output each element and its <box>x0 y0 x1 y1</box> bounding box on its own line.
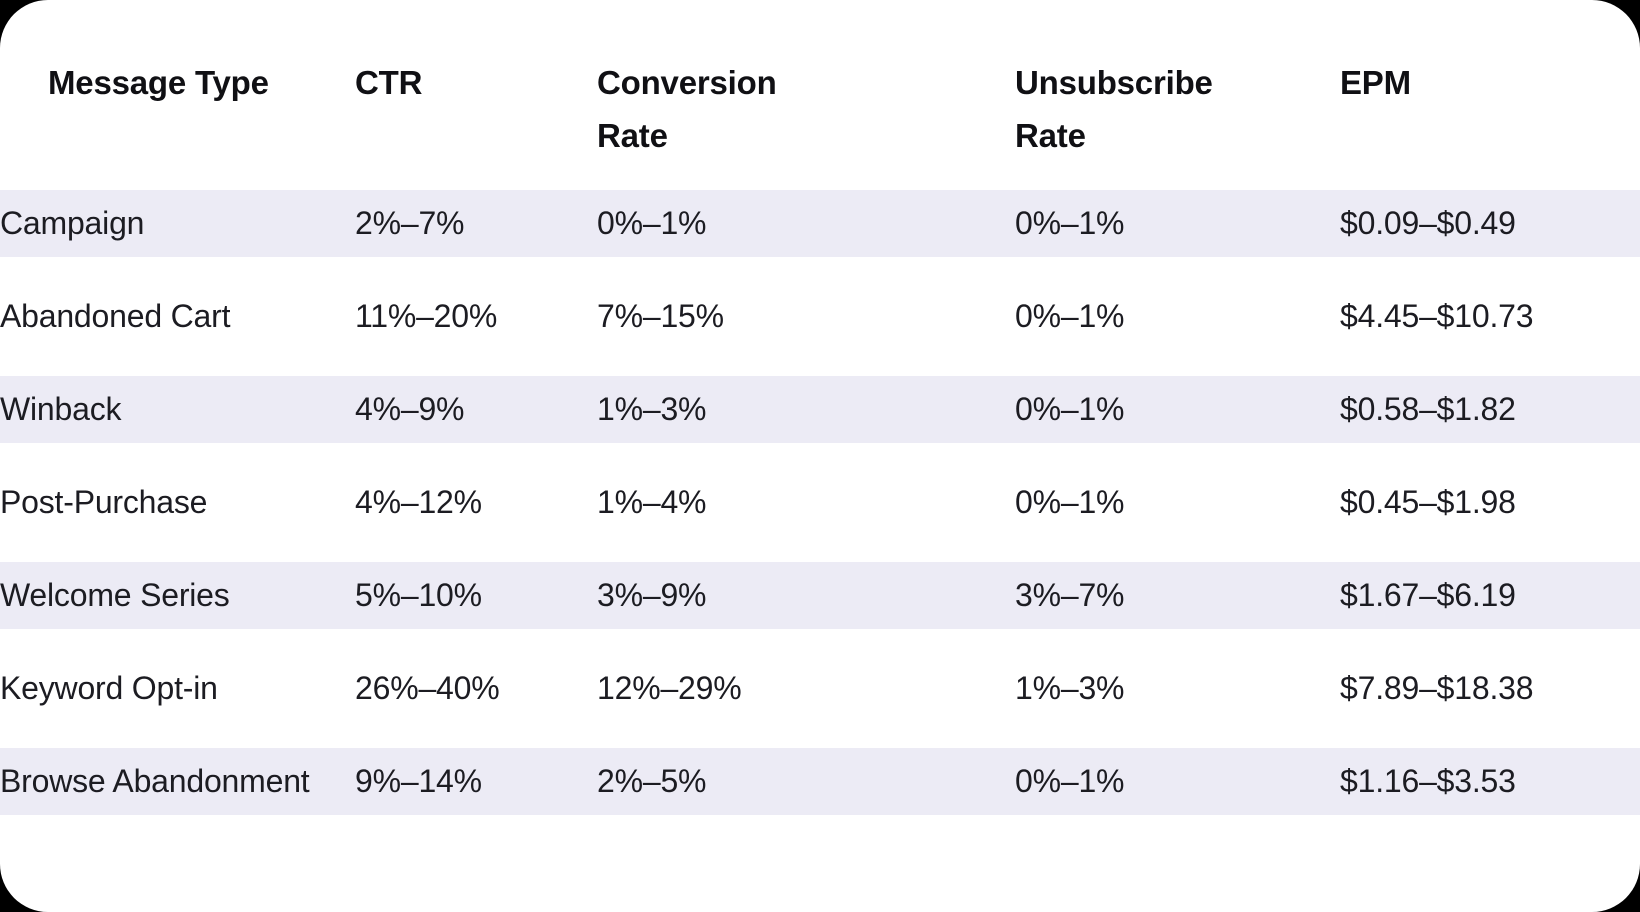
cell-conversion-rate: 3%–9% <box>597 577 707 613</box>
cell-epm: $0.45–$1.98 <box>1340 484 1516 520</box>
cell-conversion-rate: 0%–1% <box>597 205 707 241</box>
cell-ctr: 4%–12% <box>355 484 482 520</box>
cell-unsubscribe-rate: 0%–1% <box>1015 205 1125 241</box>
table-body: Campaign 2%–7% 0%–1% 0%–1% $0.09–$0.49 A… <box>0 190 1640 815</box>
cell-message-type: Post-Purchase <box>0 484 208 520</box>
cell-epm: $1.67–$6.19 <box>1340 577 1516 613</box>
cell-message-type: Abandoned Cart <box>0 298 231 334</box>
cell-epm: $0.58–$1.82 <box>1340 391 1516 427</box>
table-header-row: Message Type CTR Conversion Rate Unsubsc… <box>0 0 1640 162</box>
table-row: Winback 4%–9% 1%–3% 0%–1% $0.58–$1.82 <box>0 376 1640 443</box>
cell-ctr: 5%–10% <box>355 577 482 613</box>
cell-unsubscribe-rate: 0%–1% <box>1015 391 1125 427</box>
cell-epm: $4.45–$10.73 <box>1340 298 1534 334</box>
cell-conversion-rate: 1%–3% <box>597 391 707 427</box>
cell-epm: $1.16–$3.53 <box>1340 763 1516 799</box>
column-header-conversion-rate: Conversion Rate <box>597 64 777 154</box>
cell-ctr: 2%–7% <box>355 205 465 241</box>
cell-message-type: Keyword Opt-in <box>0 670 218 706</box>
cell-message-type: Welcome Series <box>0 577 230 613</box>
table-row: Campaign 2%–7% 0%–1% 0%–1% $0.09–$0.49 <box>0 190 1640 257</box>
cell-unsubscribe-rate: 3%–7% <box>1015 577 1125 613</box>
cell-ctr: 26%–40% <box>355 670 500 706</box>
cell-conversion-rate: 7%–15% <box>597 298 724 334</box>
cell-epm: $0.09–$0.49 <box>1340 205 1516 241</box>
column-header-ctr: CTR <box>355 64 423 101</box>
table-row: Post-Purchase 4%–12% 1%–4% 0%–1% $0.45–$… <box>0 469 1640 536</box>
cell-ctr: 11%–20% <box>355 298 498 334</box>
cell-unsubscribe-rate: 0%–1% <box>1015 298 1125 334</box>
table-row: Browse Abandonment 9%–14% 2%–5% 0%–1% $1… <box>0 748 1640 815</box>
table-row: Welcome Series 5%–10% 3%–9% 3%–7% $1.67–… <box>0 562 1640 629</box>
table-row: Abandoned Cart 11%–20% 7%–15% 0%–1% $4.4… <box>0 283 1640 350</box>
column-header-message-type: Message Type <box>48 64 269 101</box>
cell-unsubscribe-rate: 1%–3% <box>1015 670 1125 706</box>
column-header-epm: EPM <box>1340 64 1411 101</box>
column-header-unsubscribe-rate: Unsubscribe Rate <box>1015 64 1213 154</box>
cell-conversion-rate: 12%–29% <box>597 670 742 706</box>
cell-conversion-rate: 2%–5% <box>597 763 707 799</box>
cell-message-type: Campaign <box>0 205 145 241</box>
cell-message-type: Browse Abandonment <box>0 763 310 799</box>
cell-unsubscribe-rate: 0%–1% <box>1015 484 1125 520</box>
cell-unsubscribe-rate: 0%–1% <box>1015 763 1125 799</box>
cell-conversion-rate: 1%–4% <box>597 484 707 520</box>
cell-epm: $7.89–$18.38 <box>1340 670 1534 706</box>
cell-ctr: 9%–14% <box>355 763 482 799</box>
cell-message-type: Winback <box>0 391 122 427</box>
table-row: Keyword Opt-in 26%–40% 12%–29% 1%–3% $7.… <box>0 655 1640 722</box>
cell-ctr: 4%–9% <box>355 391 465 427</box>
